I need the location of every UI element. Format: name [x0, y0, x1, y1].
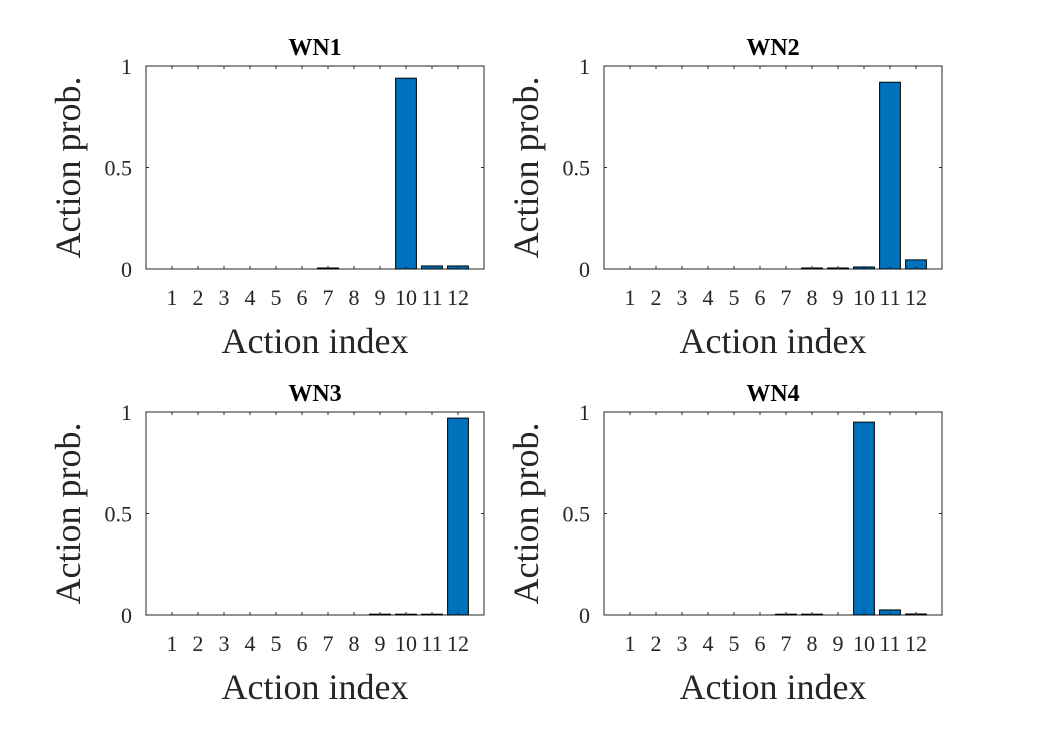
x-tick-label: 5	[729, 631, 740, 656]
x-tick-label: 8	[807, 631, 818, 656]
x-tick-label: 3	[677, 631, 688, 656]
x-tick-label: 3	[677, 285, 688, 310]
x-tick-label: 6	[755, 285, 766, 310]
bar-11	[879, 81, 901, 270]
y-tick-label: 0	[121, 257, 132, 282]
x-axis-label: Action index	[680, 321, 867, 361]
x-tick-label: 10	[395, 285, 417, 310]
x-tick-label: 2	[651, 285, 662, 310]
x-tick-label: 8	[349, 631, 360, 656]
bar-10	[853, 421, 875, 616]
x-tick-label: 5	[271, 631, 282, 656]
x-tick-label: 5	[729, 285, 740, 310]
y-tick-label: 1	[579, 400, 590, 425]
x-tick-label: 6	[297, 631, 308, 656]
x-tick-label: 3	[219, 631, 230, 656]
x-tick-label: 8	[349, 285, 360, 310]
plot-area	[145, 411, 485, 616]
y-axis-label: Action prob.	[48, 77, 88, 259]
x-tick-label: 7	[323, 631, 334, 656]
x-axis-label: Action index	[680, 667, 867, 707]
x-tick-label: 1	[167, 631, 178, 656]
x-tick-label: 11	[879, 285, 900, 310]
x-tick-label: 4	[703, 285, 714, 310]
x-tick-label: 6	[755, 631, 766, 656]
chart-title: WN4	[746, 381, 799, 407]
x-tick-label: 12	[447, 285, 469, 310]
y-tick-label: 0	[579, 257, 590, 282]
x-tick-label: 9	[833, 631, 844, 656]
y-tick-label: 1	[579, 54, 590, 79]
chart-title: WN2	[746, 35, 799, 61]
x-tick-label: 9	[375, 285, 386, 310]
y-axis-label: Action prob.	[506, 77, 546, 259]
x-tick-label: 8	[807, 285, 818, 310]
x-tick-label: 10	[395, 631, 417, 656]
x-axis-label: Action index	[222, 321, 409, 361]
x-tick-label: 6	[297, 285, 308, 310]
chart-title: WN3	[288, 381, 341, 407]
plot-area	[603, 411, 943, 616]
x-tick-label: 1	[625, 631, 636, 656]
x-tick-label: 1	[167, 285, 178, 310]
x-tick-label: 2	[193, 285, 204, 310]
x-tick-label: 4	[245, 631, 256, 656]
x-tick-label: 5	[271, 285, 282, 310]
y-tick-label: 1	[121, 54, 132, 79]
x-tick-label: 4	[703, 631, 714, 656]
x-tick-label: 10	[853, 285, 875, 310]
bar-10	[395, 77, 417, 270]
x-tick-label: 2	[193, 631, 204, 656]
x-tick-label: 11	[421, 285, 442, 310]
x-tick-label: 12	[447, 631, 469, 656]
x-tick-label: 2	[651, 631, 662, 656]
x-tick-label: 7	[323, 285, 334, 310]
plot-area	[145, 65, 485, 270]
y-tick-label: 0.5	[105, 156, 133, 181]
y-axis-label: Action prob.	[506, 423, 546, 605]
x-tick-label: 10	[853, 631, 875, 656]
x-tick-label: 12	[905, 631, 927, 656]
x-tick-label: 1	[625, 285, 636, 310]
y-tick-label: 1	[121, 400, 132, 425]
bar-12	[447, 417, 469, 616]
x-tick-label: 3	[219, 285, 230, 310]
x-tick-label: 11	[421, 631, 442, 656]
chart-title: WN1	[288, 35, 341, 61]
x-tick-label: 7	[781, 285, 792, 310]
x-tick-label: 9	[833, 285, 844, 310]
x-axis-label: Action index	[222, 667, 409, 707]
x-tick-label: 4	[245, 285, 256, 310]
y-tick-label: 0.5	[563, 502, 591, 527]
x-tick-label: 12	[905, 285, 927, 310]
y-axis-label: Action prob.	[48, 423, 88, 605]
y-tick-label: 0	[121, 603, 132, 628]
x-tick-label: 9	[375, 631, 386, 656]
x-tick-label: 11	[879, 631, 900, 656]
y-tick-label: 0.5	[105, 502, 133, 527]
y-tick-label: 0	[579, 603, 590, 628]
x-tick-label: 7	[781, 631, 792, 656]
y-tick-label: 0.5	[563, 156, 591, 181]
